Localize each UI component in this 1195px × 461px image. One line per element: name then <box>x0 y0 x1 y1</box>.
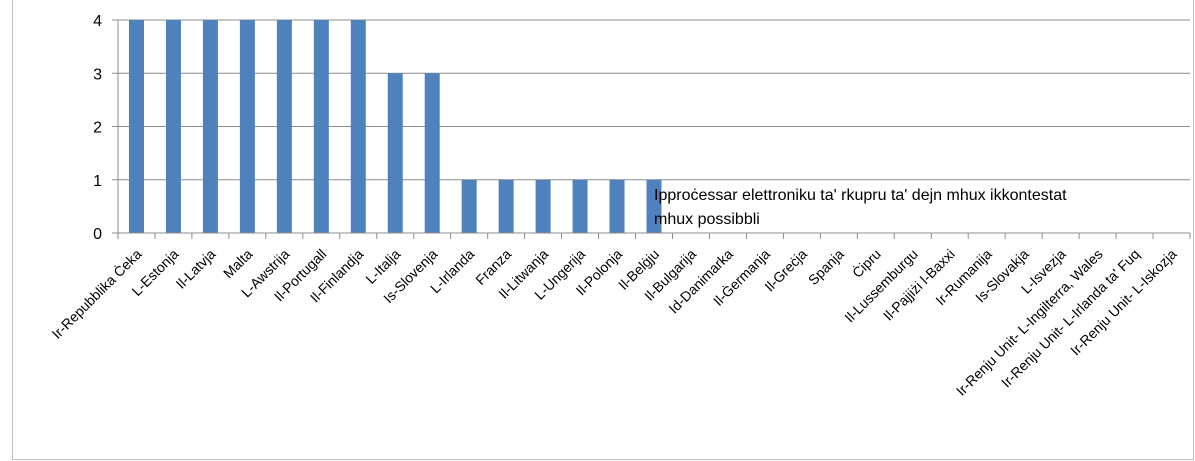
bar <box>461 179 477 233</box>
annotation-line-2: mhux possibbli <box>654 211 760 228</box>
bar <box>387 73 403 233</box>
bars <box>128 20 662 233</box>
y-tick-label: 4 <box>93 13 102 30</box>
y-tick-label: 0 <box>93 226 102 243</box>
x-axis <box>117 20 1191 239</box>
bar <box>350 20 366 233</box>
gridlines <box>118 19 1190 181</box>
y-tick-label: 3 <box>93 66 102 83</box>
bar <box>276 20 292 233</box>
y-tick-label: 1 <box>93 173 102 190</box>
y-axis-ticks: 0 1 2 3 4 <box>93 13 118 243</box>
bar <box>165 20 181 233</box>
bar <box>572 179 588 233</box>
bar <box>646 179 662 233</box>
annotation-line-1: Ipproċessar elettroniku ta' rkupru ta' d… <box>654 187 1067 204</box>
bar <box>313 20 329 233</box>
bar <box>424 73 440 233</box>
bar <box>609 179 625 233</box>
x-tick-label: Ir-Repubblika Ċeka <box>48 245 145 342</box>
x-tick-label: Spanja <box>805 246 847 288</box>
x-tick-label: Il-Latvja <box>173 246 219 292</box>
y-tick-label: 2 <box>93 120 102 137</box>
bar <box>498 179 514 233</box>
bar <box>128 20 144 233</box>
chart-frame <box>12 0 1194 460</box>
bar <box>202 20 218 233</box>
bar <box>535 179 551 233</box>
bar <box>239 20 255 233</box>
